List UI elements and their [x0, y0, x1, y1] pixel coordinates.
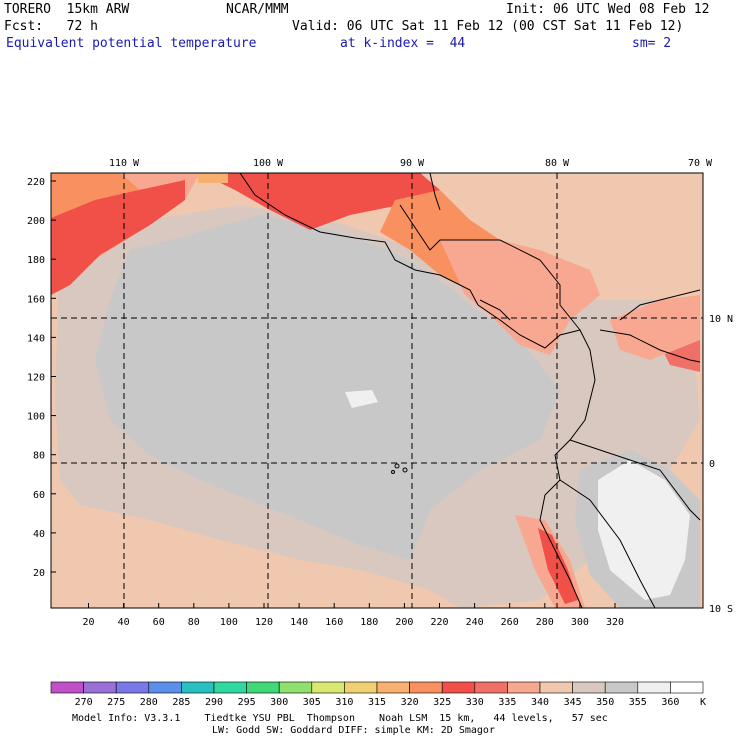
colorbar-label: 285 — [172, 697, 190, 708]
longitude-label: 110 W — [109, 158, 140, 169]
colorbar-swatch — [376, 681, 410, 694]
colorbar-swatch — [246, 681, 280, 694]
colorbar-swatch — [670, 681, 704, 694]
colorbar-label: 330 — [466, 697, 484, 708]
lat-lon-grid — [51, 173, 703, 608]
latitude-label: 0 — [709, 459, 715, 470]
y-tick-label: 20 — [33, 568, 45, 579]
latitude-label: 10 N — [709, 314, 733, 325]
colorbar-swatch — [344, 681, 378, 694]
x-tick-label: 180 — [360, 617, 378, 628]
colorbar-label: 305 — [303, 697, 321, 708]
colorbar-swatch — [441, 681, 476, 694]
field-name: Equivalent potential temperature — [6, 36, 257, 51]
colorbar-label: 270 — [75, 697, 93, 708]
theta-e-field — [51, 173, 703, 608]
x-tick-label: 100 — [220, 617, 238, 628]
colorbar-swatch — [409, 681, 443, 694]
x-tick-label: 140 — [290, 617, 308, 628]
colorbar-label: 325 — [433, 697, 451, 708]
x-tick-label: 40 — [118, 617, 130, 628]
longitude-label: 70 W — [688, 158, 713, 169]
colorbar-swatch — [50, 681, 84, 694]
colorbar-swatch — [148, 681, 182, 694]
colorbar-label: 280 — [140, 697, 158, 708]
model-name: TORERO 15km ARW — [4, 2, 130, 17]
valid-time: Valid: 06 UTC Sat 11 Feb 12 (00 CST Sat … — [292, 19, 684, 34]
y-tick-label: 120 — [27, 373, 45, 384]
colorbar-label: 340 — [531, 697, 549, 708]
colorbar-label: 320 — [401, 697, 419, 708]
smoothing: sm= 2 — [632, 36, 672, 51]
colorbar-label: 315 — [368, 697, 386, 708]
x-tick-label: 160 — [325, 617, 343, 628]
y-tick-label: 100 — [27, 412, 45, 423]
init-time: Init: 06 UTC Wed 08 Feb 12 — [506, 2, 710, 17]
y-tick-label: 200 — [27, 216, 45, 227]
colorbar-label: 355 — [629, 697, 647, 708]
y-tick-label: 220 — [27, 177, 45, 188]
colorbar-label: 300 — [270, 697, 288, 708]
colorbar-label: 345 — [564, 697, 582, 708]
colorbar-swatch — [311, 681, 345, 694]
coastlines — [239, 173, 701, 608]
colorbar-label: 310 — [335, 697, 353, 708]
colorbar-swatch — [572, 681, 606, 694]
colorbar-label: 275 — [107, 697, 125, 708]
x-tick-label: 320 — [606, 617, 624, 628]
colorbar-label: 335 — [498, 697, 516, 708]
y-tick-label: 80 — [33, 451, 45, 462]
colorbar-label: 360 — [661, 697, 679, 708]
colorbar-swatch — [474, 681, 508, 694]
x-tick-label: 120 — [255, 617, 273, 628]
colorbar-swatch — [83, 681, 117, 694]
organization: NCAR/MMM — [226, 2, 289, 17]
x-tick-label: 280 — [536, 617, 554, 628]
colorbar-swatch — [278, 681, 313, 694]
x-tick-label: 240 — [466, 617, 484, 628]
colorbar-swatch — [604, 681, 639, 694]
x-tick-label: 220 — [430, 617, 448, 628]
x-tick-label: 20 — [82, 617, 94, 628]
colorbar-swatch — [115, 681, 150, 694]
longitude-label: 80 W — [545, 158, 570, 169]
colorbar-label: 290 — [205, 697, 223, 708]
y-tick-label: 60 — [33, 490, 45, 501]
colorbar-swatch — [213, 681, 247, 694]
model-info: Model Info: V3.3.1 Tiedtke YSU PBL Thomp… — [72, 713, 608, 724]
x-tick-label: 260 — [501, 617, 519, 628]
colorbar-swatch — [507, 681, 541, 694]
colorbar-swatch — [181, 681, 215, 694]
level-index: at k-index = 44 — [340, 36, 466, 51]
colorbar-label: 295 — [238, 697, 256, 708]
colorbar-unit: K — [700, 697, 706, 708]
y-tick-label: 160 — [27, 294, 45, 305]
x-tick-label: 80 — [188, 617, 200, 628]
colorbar-swatch — [637, 681, 671, 694]
colorbar-label: 350 — [596, 697, 614, 708]
x-tick-label: 60 — [153, 617, 165, 628]
y-tick-label: 180 — [27, 255, 45, 266]
x-tick-label: 300 — [571, 617, 589, 628]
y-tick-label: 140 — [27, 333, 45, 344]
model-physics: LW: Godd SW: Goddard DIFF: simple KM: 2D… — [212, 725, 495, 736]
y-tick-label: 40 — [33, 529, 45, 540]
x-tick-label: 200 — [395, 617, 413, 628]
map-frame — [50, 172, 704, 609]
colorbar-swatch — [539, 681, 573, 694]
longitude-label: 100 W — [253, 158, 284, 169]
latitude-label: 10 S — [709, 604, 733, 615]
forecast-hour: Fcst: 72 h — [4, 19, 98, 34]
longitude-label: 90 W — [400, 158, 425, 169]
colorbar: 270 275 280 285 290 295 300 305 310 315 320 325 330 3… — [50, 681, 706, 708]
